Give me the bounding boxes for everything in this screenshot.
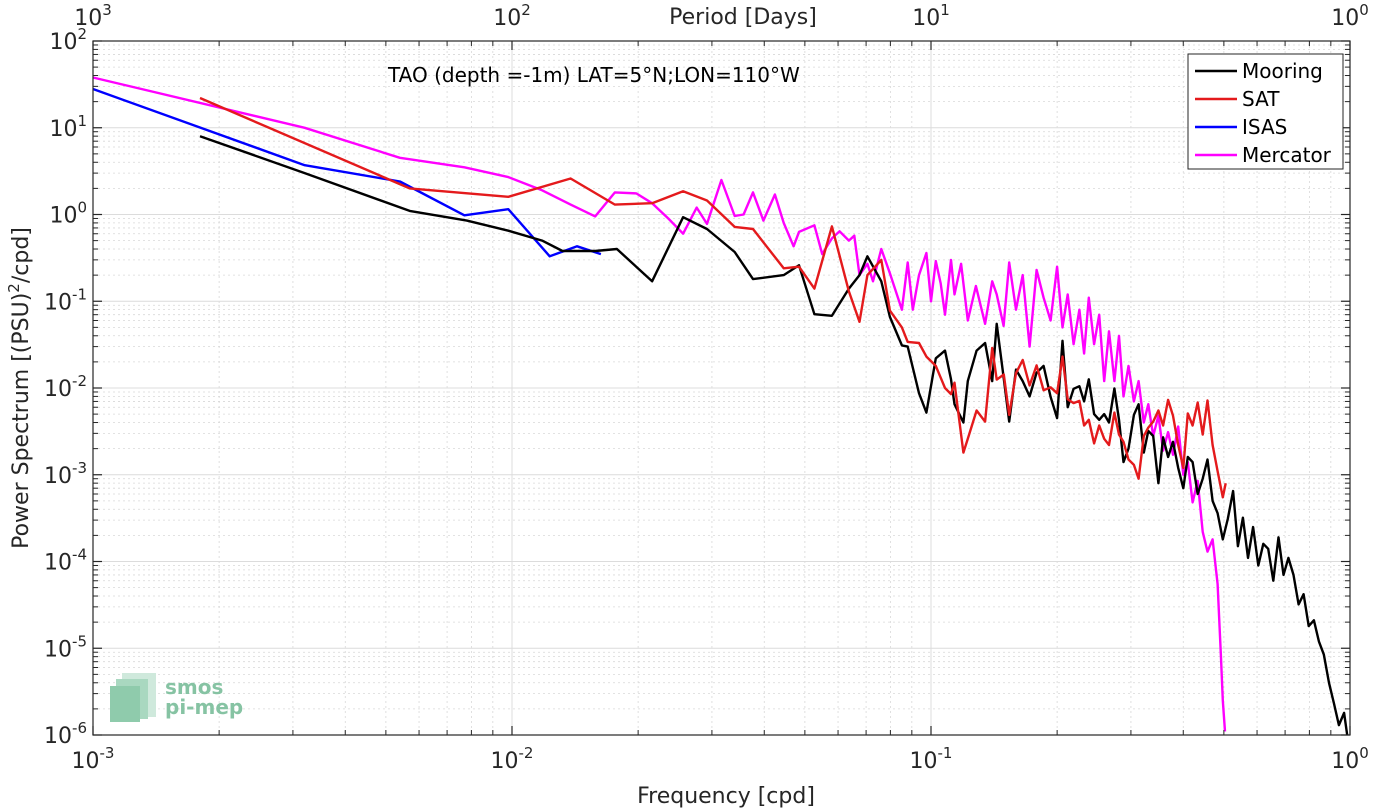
smos-pi-mep-logo: smos pi-mep	[110, 673, 243, 722]
legend: Mooring SAT ISAS Mercator	[1187, 53, 1344, 170]
legend-label-mercator: Mercator	[1242, 143, 1332, 167]
y-tick-label: 10-3	[44, 459, 87, 489]
x-tick-label: 10-1	[910, 744, 953, 774]
legend-label-mooring: Mooring	[1242, 59, 1323, 83]
x-tick-label: 100	[1331, 744, 1369, 774]
y-axis-title-sup: 2	[5, 283, 23, 293]
y-tick-label: 10-6	[44, 719, 87, 749]
y-axis-title-tail: /cpd]	[9, 227, 34, 283]
y-tick-label: 10-5	[44, 632, 87, 662]
logo-text-pi-mep: pi-mep	[165, 695, 243, 719]
top-tick-label: 103	[74, 1, 112, 31]
logo-text-smos: smos	[165, 675, 223, 699]
y-tick-label: 10-2	[44, 372, 87, 402]
legend-box	[1187, 53, 1344, 170]
y-axis-title: Power Spectrum [(PSU)2/cpd]	[5, 227, 34, 549]
series-layer	[92, 76, 1349, 736]
y-tick-label: 100	[49, 199, 87, 229]
top-tick-label: 101	[912, 1, 950, 31]
y-tick-label: 10-1	[44, 285, 87, 315]
x-axis-title: Frequency [cpd]	[637, 784, 815, 809]
series-line-sat	[199, 96, 1227, 499]
series-line-mooring	[199, 135, 1349, 736]
chart-annotation: TAO (depth =-1m) LAT=5°N;LON=110°W	[387, 63, 800, 87]
y-tick-label: 101	[49, 112, 87, 142]
logo-mark-front	[110, 686, 140, 722]
y-tick-label: 10-4	[44, 546, 87, 576]
axis-ticks	[92, 40, 1351, 736]
y-tick-label: 102	[49, 25, 87, 55]
legend-label-isas: ISAS	[1242, 115, 1287, 139]
top-tick-label: 100	[1331, 1, 1369, 31]
y-axis-title-main: Power Spectrum [(PSU)	[9, 293, 34, 549]
series-line-isas	[92, 87, 602, 258]
top-axis-title: Period [Days]	[669, 5, 817, 30]
series-line-mercator	[92, 76, 1227, 732]
x-tick-label: 10-3	[72, 744, 115, 774]
legend-label-sat: SAT	[1242, 87, 1280, 111]
x-tick-label: 10-2	[491, 744, 534, 774]
top-tick-label: 102	[493, 1, 531, 31]
